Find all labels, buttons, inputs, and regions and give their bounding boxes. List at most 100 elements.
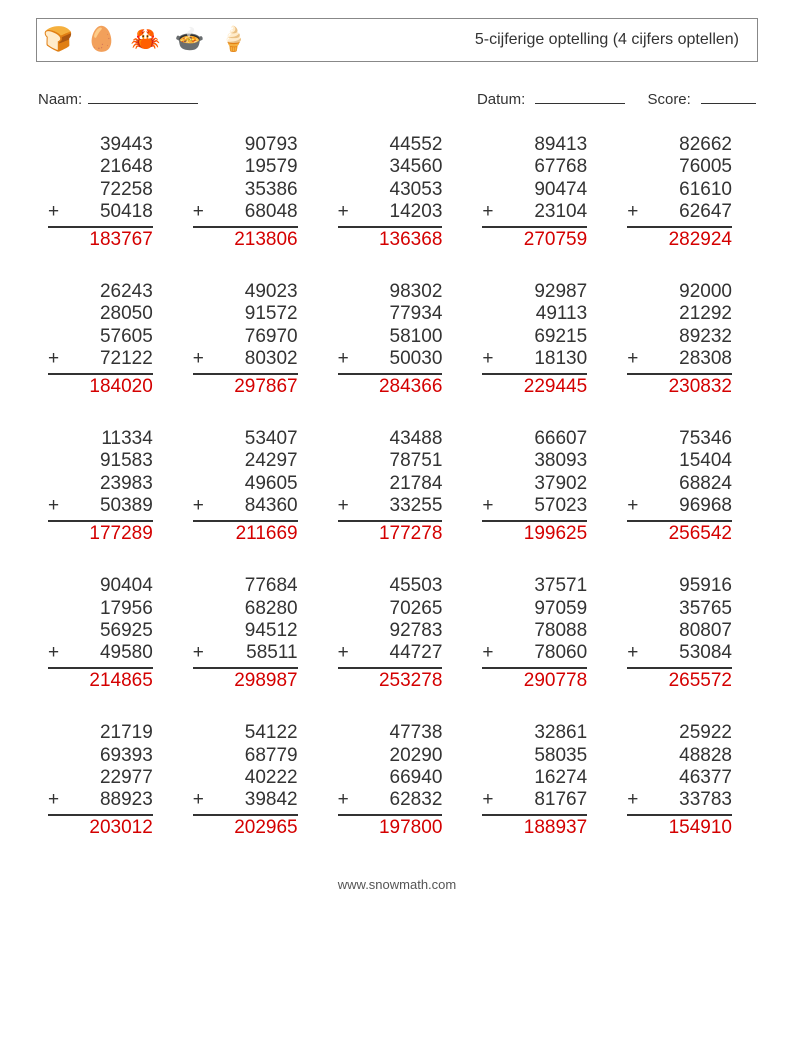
plus-operator: + (482, 201, 493, 223)
plus-operator: + (338, 642, 349, 664)
addend-last: +57023 (482, 495, 587, 521)
date-label: Datum: (477, 91, 525, 108)
addend: 21648 (48, 156, 153, 178)
addend: 76970 (193, 326, 298, 348)
addend-last: +18130 (482, 348, 587, 374)
addend: 53407 (193, 428, 298, 450)
addend: 48828 (627, 745, 732, 767)
plus-operator: + (193, 495, 204, 517)
icecream-icon: 🍦 (219, 28, 249, 52)
answer: 253278 (338, 669, 443, 692)
addend: 39443 (48, 134, 153, 156)
addend-last: +84360 (193, 495, 298, 521)
problem: 445523456043053+14203136368 (338, 134, 457, 251)
addend: 44552 (338, 134, 443, 156)
addend: 54122 (193, 722, 298, 744)
problem: 541226877940222+39842202965 (193, 722, 312, 839)
problem: 455037026592783+44727253278 (338, 575, 457, 692)
addend: 98302 (338, 281, 443, 303)
addend: 57605 (48, 326, 153, 348)
addend: 94512 (193, 620, 298, 642)
addend: 67768 (482, 156, 587, 178)
answer: 284366 (338, 375, 443, 398)
addend-last: +50418 (48, 201, 153, 227)
answer: 256542 (627, 522, 732, 545)
addend: 37902 (482, 473, 587, 495)
addend: 43053 (338, 179, 443, 201)
addend: 16274 (482, 767, 587, 789)
answer: 282924 (627, 228, 732, 251)
addend-last: +14203 (338, 201, 443, 227)
addend-last: +81767 (482, 789, 587, 815)
addend: 38093 (482, 450, 587, 472)
meta-row: Naam: Datum: Score: (36, 90, 758, 108)
problem: 894136776890474+23104270759 (482, 134, 601, 251)
answer: 177289 (48, 522, 153, 545)
problem: 983027793458100+50030284366 (338, 281, 457, 398)
answer: 177278 (338, 522, 443, 545)
header-box: 🍞 🥚 🦀 🍲 🍦 5-cijferige optelling (4 cijfe… (36, 18, 758, 62)
addend-last: +62647 (627, 201, 732, 227)
egg-icon: 🥚 (87, 28, 117, 52)
plus-operator: + (482, 642, 493, 664)
score-blank[interactable] (701, 90, 756, 104)
problem: 259224882846377+33783154910 (627, 722, 746, 839)
addend: 69393 (48, 745, 153, 767)
addend: 77934 (338, 303, 443, 325)
addend: 23983 (48, 473, 153, 495)
addend: 49023 (193, 281, 298, 303)
addend: 25922 (627, 722, 732, 744)
addend-last: +68048 (193, 201, 298, 227)
plus-operator: + (193, 789, 204, 811)
plus-operator: + (48, 495, 59, 517)
addend: 37571 (482, 575, 587, 597)
addend-last: +33255 (338, 495, 443, 521)
answer: 136368 (338, 228, 443, 251)
addend: 92783 (338, 620, 443, 642)
addend: 91572 (193, 303, 298, 325)
page-title: 5-cijferige optelling (4 cijfers optelle… (475, 31, 739, 49)
addend: 78088 (482, 620, 587, 642)
answer: 199625 (482, 522, 587, 545)
name-blank[interactable] (88, 90, 198, 104)
plus-operator: + (338, 348, 349, 370)
addend: 76005 (627, 156, 732, 178)
problem: 666073809337902+57023199625 (482, 428, 601, 545)
answer: 197800 (338, 816, 443, 839)
answer: 229445 (482, 375, 587, 398)
addend: 47738 (338, 722, 443, 744)
bowl-icon: 🍲 (175, 28, 205, 52)
plus-operator: + (48, 642, 59, 664)
addend: 58035 (482, 745, 587, 767)
problem: 394432164872258+50418183767 (48, 134, 167, 251)
addend: 21292 (627, 303, 732, 325)
addend: 72258 (48, 179, 153, 201)
answer: 211669 (193, 522, 298, 545)
footer: www.snowmath.com (36, 877, 758, 892)
problem: 490239157276970+80302297867 (193, 281, 312, 398)
plus-operator: + (482, 495, 493, 517)
plus-operator: + (627, 642, 638, 664)
addend: 89232 (627, 326, 732, 348)
answer: 230832 (627, 375, 732, 398)
problem: 113349158323983+50389177289 (48, 428, 167, 545)
name-field: Naam: (38, 90, 198, 108)
addend: 49605 (193, 473, 298, 495)
plus-operator: + (193, 348, 204, 370)
problem: 920002129289232+28308230832 (627, 281, 746, 398)
problem: 904041795656925+49580214865 (48, 575, 167, 692)
addend: 80807 (627, 620, 732, 642)
addend: 46377 (627, 767, 732, 789)
addend: 68824 (627, 473, 732, 495)
addend: 66940 (338, 767, 443, 789)
name-label: Naam: (38, 91, 82, 108)
addend: 20290 (338, 745, 443, 767)
addend-last: +23104 (482, 201, 587, 227)
addend: 78751 (338, 450, 443, 472)
date-blank[interactable] (535, 90, 625, 104)
addend: 90474 (482, 179, 587, 201)
plus-operator: + (338, 201, 349, 223)
addend: 45503 (338, 575, 443, 597)
problem: 753461540468824+96968256542 (627, 428, 746, 545)
addend: 15404 (627, 450, 732, 472)
